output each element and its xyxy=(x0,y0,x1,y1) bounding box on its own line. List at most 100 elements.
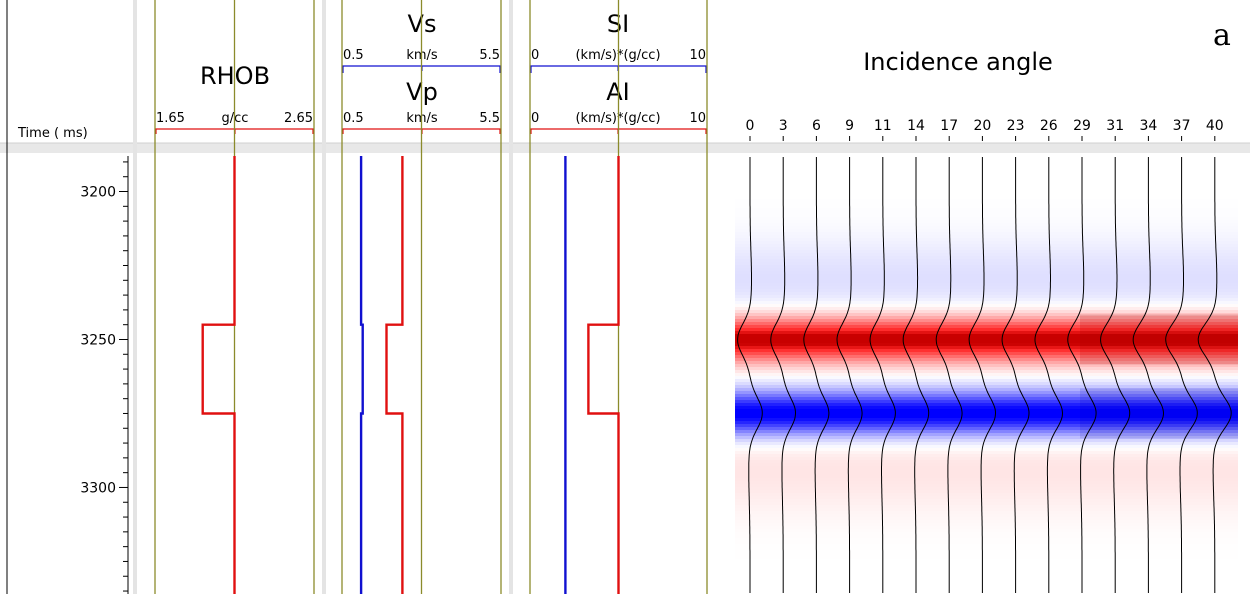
gather-heat-row xyxy=(735,355,1238,359)
gather-traces xyxy=(737,157,1232,593)
gather-heat-row xyxy=(735,313,1238,317)
gather-heat-row xyxy=(735,208,1238,212)
gather-heat-row xyxy=(735,340,1238,344)
gather-heat-row xyxy=(735,457,1238,461)
gather-heat-row xyxy=(735,436,1238,440)
gather-heat-row xyxy=(735,592,1238,594)
gather-heat-row xyxy=(735,406,1238,410)
gather-heat-row xyxy=(735,280,1238,284)
gather-heat-row xyxy=(735,508,1238,512)
gather-heat-row xyxy=(735,367,1238,371)
vp-xmin-label: 0.5 xyxy=(343,111,364,126)
rhob-xmin-label: 1.65 xyxy=(156,111,185,126)
gather-heat-row xyxy=(735,529,1238,533)
gather-heat-row xyxy=(735,292,1238,296)
gather-heat-row xyxy=(735,265,1238,269)
gather-heat-row xyxy=(735,295,1238,299)
gather-heat-row xyxy=(735,277,1238,281)
gather-heat-row xyxy=(735,256,1238,260)
velocity-track: Vs 0.5 km/s 5.5 Vp 0.5 km/s 5.5 xyxy=(341,0,502,594)
time-tick-label: 3200 xyxy=(80,185,116,201)
gather-heat-row xyxy=(735,523,1238,527)
impedance-track: SI 0 (km/s)*(g/cc) 10 AI 0 (km/s)*(g/cc)… xyxy=(529,0,708,594)
gather-heat-row xyxy=(735,271,1238,275)
gather-heat-row xyxy=(735,325,1238,329)
gather-heat-row xyxy=(735,310,1238,314)
gather-heat-row xyxy=(735,475,1238,479)
gather-heat-row xyxy=(735,220,1238,224)
gather-xtick-label: 37 xyxy=(1173,118,1191,134)
gather-heat-row xyxy=(735,418,1238,422)
vp-curve xyxy=(385,156,404,594)
time-ticks: 3200 3250 3300 xyxy=(80,161,128,592)
gather-heat-row xyxy=(735,520,1238,524)
gather-heat-row xyxy=(735,157,1238,161)
gather-track: Incidence angle a 0 3 6 9 11 14 17 20 23 26 29 31 34… xyxy=(735,18,1238,594)
ai-xmax-label: 10 xyxy=(689,111,706,126)
gather-heat-row xyxy=(735,241,1238,245)
gather-heat-row xyxy=(735,517,1238,521)
gather-heat-row xyxy=(735,190,1238,194)
gather-heat-row xyxy=(735,379,1238,383)
gather-heat-row xyxy=(735,193,1238,197)
gather-heat-row xyxy=(735,337,1238,341)
gather-heat-row xyxy=(735,262,1238,266)
gather-heat-row xyxy=(735,259,1238,263)
gather-trace xyxy=(836,157,863,593)
gather-heat-row xyxy=(735,373,1238,377)
gather-heat-row xyxy=(735,268,1238,272)
gather-heat-row xyxy=(735,424,1238,428)
gather-heat-row xyxy=(735,382,1238,386)
gather-heat-row xyxy=(735,349,1238,353)
si-xmin-label: 0 xyxy=(531,48,539,63)
gather-heat-row xyxy=(735,454,1238,458)
gather-heat-row xyxy=(735,307,1238,311)
gather-heat-row xyxy=(735,496,1238,500)
gather-heat-row xyxy=(735,448,1238,452)
gather-heatmap xyxy=(735,157,1238,594)
vp-xmax-label: 5.5 xyxy=(479,111,500,126)
gather-heat-row xyxy=(735,166,1238,170)
ai-xmin-label: 0 xyxy=(531,111,539,126)
gather-heat-row xyxy=(735,562,1238,566)
gather-trace xyxy=(803,157,830,593)
gather-heat-row xyxy=(735,214,1238,218)
gather-trace xyxy=(1132,157,1165,593)
gather-xtick-label: 34 xyxy=(1139,118,1157,134)
gather-heat-row xyxy=(735,442,1238,446)
gather-heat-row xyxy=(735,427,1238,431)
rhob-curve xyxy=(201,156,236,594)
gather-xticks: 0 3 6 9 11 14 17 20 23 26 29 31 34 37 40 xyxy=(746,118,1224,141)
gather-heat-row xyxy=(735,376,1238,380)
gather-heat-row xyxy=(735,577,1238,581)
gather-heat-row xyxy=(735,391,1238,395)
gather-heat-row xyxy=(735,568,1238,572)
gather-heat-row xyxy=(735,499,1238,503)
gather-heat-row xyxy=(735,289,1238,293)
gather-heat-row xyxy=(735,322,1238,326)
gather-heat-row xyxy=(735,169,1238,173)
gather-heat-row xyxy=(735,412,1238,416)
gather-heat-row xyxy=(735,439,1238,443)
gather-heat-row xyxy=(735,535,1238,539)
velocity-grid xyxy=(341,0,502,594)
rhob-curves xyxy=(201,156,236,594)
gather-heat-row xyxy=(735,229,1238,233)
gather-heat-row xyxy=(735,538,1238,542)
gather-xtick-label: 23 xyxy=(1007,118,1025,134)
vs-curve xyxy=(359,156,364,594)
gather-heat-row xyxy=(735,463,1238,467)
gather-heat-row xyxy=(735,199,1238,203)
gather-heat-row xyxy=(735,511,1238,515)
gather-heat-row xyxy=(735,487,1238,491)
gather-heat-row xyxy=(735,235,1238,239)
gather-heat-row xyxy=(735,223,1238,227)
gather-heat-row xyxy=(735,316,1238,320)
gather-heat-row xyxy=(735,250,1238,254)
gather-trace xyxy=(902,157,930,593)
gather-trace xyxy=(869,157,896,593)
vs-xmax-label: 5.5 xyxy=(479,48,500,63)
gather-heat-row xyxy=(735,196,1238,200)
gather-heat-row xyxy=(735,352,1238,356)
gather-heat-row xyxy=(735,181,1238,185)
